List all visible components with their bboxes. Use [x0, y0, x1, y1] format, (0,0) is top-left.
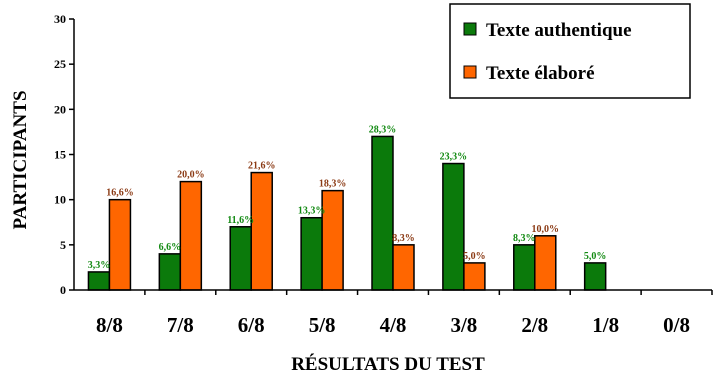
bar-texte-authentique — [442, 162, 465, 291]
bar-labels-group: 3,3% 16,6% 6,6% 20,0% 11,6% 21,6% 13,3% 18,3% 28… — [88, 124, 607, 270]
y-tick-label: 25 — [54, 57, 66, 71]
data-label-texte-authentique: 28,3% — [369, 124, 397, 135]
legend-label-texte-elabore: Texte élaboré — [486, 63, 595, 84]
bar-texte-authentique — [583, 262, 607, 291]
x-tick-label: 4/8 — [380, 313, 407, 337]
bar-texte-authentique — [229, 226, 252, 291]
bar-texte-authentique — [87, 271, 111, 291]
bar-texte-elabore — [392, 244, 415, 291]
legend-label-texte-authentique: Texte authentique — [486, 20, 632, 41]
data-label-texte-elabore: 5,0% — [463, 251, 486, 262]
data-label-texte-authentique: 8,3% — [513, 233, 536, 244]
data-label-texte-authentique: 11,6% — [227, 215, 254, 226]
data-label-texte-authentique: 3,3% — [88, 260, 111, 271]
bar-texte-elabore — [534, 235, 557, 291]
data-label-texte-elabore: 16,6% — [106, 188, 134, 199]
bar-texte-elabore — [250, 171, 273, 291]
y-ticks-group: 0 5 10 15 20 25 30 — [54, 12, 74, 297]
y-tick-label: 20 — [54, 102, 66, 116]
bar-texte-authentique — [371, 135, 394, 291]
y-axis-title: PARTICIPANTS — [10, 90, 31, 229]
data-label-texte-elabore: 20,0% — [177, 170, 205, 181]
bar-texte-elabore — [108, 198, 132, 291]
bar-texte-elabore — [463, 262, 486, 291]
data-label-texte-elabore: 18,3% — [319, 179, 347, 190]
x-tick-label: 8/8 — [96, 313, 123, 337]
legend-swatch-texte-elabore — [463, 65, 477, 79]
x-axis-title: RÉSULTATS DU TEST — [291, 353, 485, 375]
bar-texte-authentique — [513, 244, 536, 291]
data-label-texte-elabore: 10,0% — [532, 224, 560, 235]
y-tick-label: 5 — [60, 238, 66, 252]
bar-texte-authentique — [300, 216, 323, 291]
y-tick-label: 0 — [60, 283, 66, 297]
x-tick-label: 5/8 — [309, 313, 336, 337]
data-label-texte-elabore: 21,6% — [248, 161, 276, 172]
legend: Texte authentique Texte élaboré — [449, 3, 691, 99]
x-tick-label: 3/8 — [450, 313, 477, 337]
data-label-texte-authentique: 13,3% — [298, 206, 326, 217]
x-ticks-group: 8/8 7/8 6/8 5/8 4/8 3/8 2/8 1/8 0/8 — [96, 290, 713, 337]
data-label-texte-authentique: 6,6% — [159, 242, 182, 253]
legend-swatch-texte-authentique — [463, 22, 477, 36]
y-tick-label: 15 — [54, 148, 66, 162]
bar-texte-authentique — [158, 253, 182, 291]
x-tick-label: 2/8 — [521, 313, 548, 337]
data-label-texte-elabore: 8,3% — [392, 233, 415, 244]
x-tick-label: 7/8 — [167, 313, 194, 337]
bars-group — [87, 135, 607, 291]
legend-box — [449, 3, 691, 99]
x-tick-label: 1/8 — [592, 313, 619, 337]
x-tick-label: 0/8 — [663, 313, 690, 337]
data-label-texte-authentique: 23,3% — [440, 152, 468, 163]
data-label-texte-authentique: 5,0% — [584, 251, 607, 262]
bar-texte-elabore — [179, 180, 203, 291]
x-tick-label: 6/8 — [238, 313, 265, 337]
y-tick-label: 10 — [54, 193, 66, 207]
y-tick-label: 30 — [54, 12, 66, 26]
